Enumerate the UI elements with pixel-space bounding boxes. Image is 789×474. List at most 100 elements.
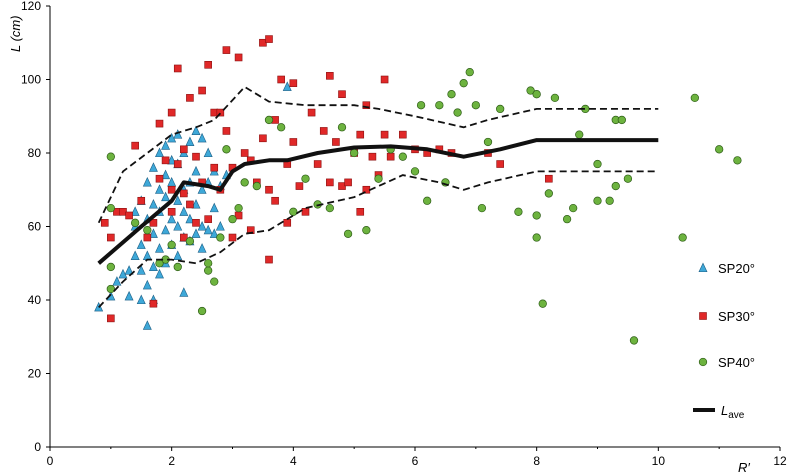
legend-marker-triangle [698,262,708,273]
data-point-square [222,127,231,135]
data-point-square [216,108,225,117]
data-point-circle [416,101,426,110]
series-square-points [100,35,553,323]
data-point-circle [575,130,584,139]
data-point-square [228,233,237,242]
data-point-square [356,208,365,216]
data-point-circle [350,148,359,158]
data-point-circle [562,214,572,224]
data-point-triangle [130,206,140,216]
data-point-circle [131,218,140,227]
legend-item: SP40° [698,355,755,370]
y-tick-label: 60 [28,220,42,234]
data-point-circle [465,67,474,77]
data-point-square [295,182,304,190]
data-point-square [319,127,328,135]
data-point-circle [538,299,547,308]
series-circle-points [106,67,742,345]
data-point-square [143,233,152,242]
data-point-square [338,90,346,98]
data-point-circle [435,101,444,110]
data-point-circle [629,336,639,345]
data-point-circle [106,284,115,294]
data-point-circle [532,211,541,220]
data-point-square [180,233,188,242]
data-point-circle [410,167,420,176]
data-point-square [107,314,115,323]
data-point-circle [471,101,480,110]
data-point-circle [362,226,371,235]
data-point-square [137,196,146,205]
data-point-square [277,75,285,84]
data-point-triangle [136,265,146,275]
data-point-circle [715,145,724,154]
data-point-square [545,174,553,183]
data-point-circle [204,259,213,268]
legend-label: SP40° [718,355,755,370]
data-point-circle [106,203,115,213]
data-point-circle [569,203,578,213]
x-tick-label: 12 [773,454,787,468]
data-point-circle [222,145,231,154]
data-point-square [380,75,389,84]
data-point-circle [593,196,602,205]
y-tick-label: 40 [28,293,42,307]
data-point-triangle [173,221,183,231]
average-line [97,138,659,265]
data-point-square [496,160,504,168]
data-point-square [210,163,219,172]
data-point-triangle [142,176,152,187]
data-point-square [313,160,322,168]
legend: SP20° SP30° SP40° Lave [693,261,755,421]
data-point-circle [301,174,310,183]
data-point-square [186,94,194,102]
data-point-square [356,130,365,139]
data-point-triangle [185,213,195,224]
data-point-circle [447,90,456,99]
data-point-square [155,174,164,183]
data-point-square [107,233,115,242]
data-point-triangle [112,276,122,286]
data-point-square [167,185,176,194]
data-point-triangle [118,268,128,279]
data-point-square [173,64,182,73]
dashed-bound-line [97,85,659,224]
data-point-square [326,72,334,80]
data-point-square [186,200,194,209]
data-point-triangle [161,224,171,235]
data-point-square [301,208,310,216]
data-point-square [265,185,273,194]
data-point-square [380,130,389,139]
data-point-circle [337,123,347,132]
data-point-triangle [209,228,219,238]
data-point-circle [593,159,602,169]
data-point-square [167,208,176,216]
data-point-triangle [215,221,225,231]
data-point-square [362,101,371,110]
data-point-circle [514,207,523,216]
data-point-circle [343,229,353,239]
data-point-triangle [191,198,201,209]
data-point-square [344,178,352,187]
data-point-triangle [161,169,171,180]
data-point-square [131,141,139,150]
data-point-square [167,108,176,117]
data-point-triangle [167,132,177,143]
x-tick-label: 4 [290,454,297,468]
data-point-circle [623,174,633,183]
data-point-triangle [197,184,207,194]
data-point-circle [459,79,468,88]
data-point-circle [453,108,462,117]
data-point-square [149,219,158,227]
legend-label: Lave [721,403,745,421]
data-point-triangle [148,162,158,172]
legend-marker-square [699,312,707,320]
data-point-square [204,60,212,69]
data-point-triangle [142,279,152,290]
data-point-square [289,138,298,146]
data-point-triangle [155,184,164,194]
data-point-circle [398,152,407,161]
data-point-circle [678,233,687,242]
data-point-circle [240,178,249,187]
